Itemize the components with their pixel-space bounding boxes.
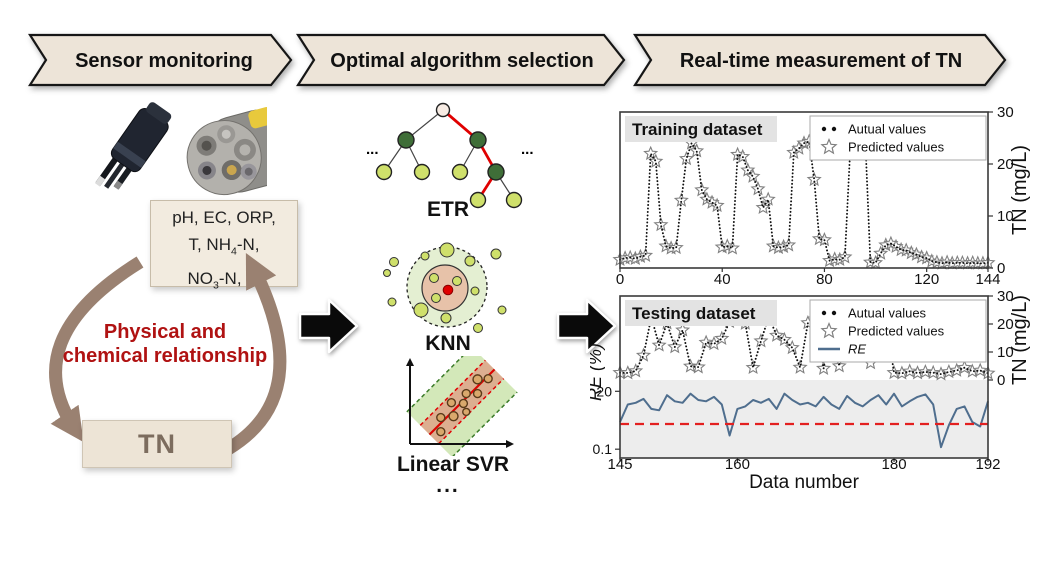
svg-text:0: 0	[616, 271, 624, 288]
multi-electrode-sensor-image	[186, 106, 267, 196]
svg-text:0.1: 0.1	[593, 441, 613, 457]
chevron-realtime-measurement: Real-time measurement of TN	[633, 33, 1007, 87]
svg-text:TN (mg/L): TN (mg/L)	[1009, 295, 1031, 385]
chevron-algorithm-selection: Optimal algorithm selection	[296, 33, 626, 87]
etr-label: ETR	[427, 198, 469, 221]
svg-text:RE (%): RE (%)	[590, 343, 605, 401]
linear-svr-icon	[406, 356, 518, 456]
svg-text:192: 192	[975, 456, 1000, 473]
svg-text:120: 120	[914, 271, 939, 288]
svg-text:20: 20	[596, 383, 612, 399]
svg-text:Training dataset: Training dataset	[632, 120, 763, 139]
svg-text:160: 160	[725, 456, 750, 473]
cycle-arrows	[49, 252, 287, 455]
svg-text:30: 30	[997, 104, 1014, 121]
cycle-arrow-right	[224, 252, 287, 455]
svg-text:Autual values: Autual values	[848, 122, 927, 137]
svg-text:10: 10	[997, 344, 1014, 361]
params-line-1: pH, EC, ORP,	[172, 208, 276, 227]
knn-label: KNN	[425, 332, 471, 355]
header-label: Optimal algorithm selection	[330, 50, 593, 72]
relationship-line-1: Physical and	[103, 321, 227, 343]
etr-dots-right: ...	[521, 141, 534, 158]
etr-red-path	[442, 108, 498, 201]
header-label: Sensor monitoring	[75, 50, 253, 72]
svg-text:RE: RE	[848, 342, 866, 357]
linear-svr-label: Linear SVR	[396, 453, 510, 476]
svg-text:144: 144	[975, 271, 1000, 288]
svg-text:20: 20	[997, 156, 1014, 173]
svg-text:0: 0	[997, 372, 1005, 389]
svg-text:80: 80	[816, 271, 833, 288]
flow-arrow-2-icon	[557, 298, 617, 354]
etr-dots-left: ...	[366, 141, 379, 158]
svg-text:Data number: Data number	[749, 472, 860, 493]
svg-text:Predicted values: Predicted values	[848, 324, 945, 339]
svg-text:40: 40	[714, 271, 731, 288]
chevron-shape	[633, 33, 1007, 87]
tn-label: TN	[138, 428, 176, 459]
params-line-2: T, NH4-N,	[188, 235, 260, 258]
knn-query-point	[442, 284, 454, 296]
measured-parameters-box: pH, EC, ORP, T, NH4-N, NO3-N, ...	[150, 200, 298, 292]
flow-arrow-1-icon	[299, 298, 359, 354]
probe-sensor-image	[94, 102, 172, 190]
relationship-text: Physical and chemical relationship	[18, 320, 312, 368]
svg-text:Autual values: Autual values	[848, 306, 927, 321]
chevron-shape	[28, 33, 293, 87]
chevron-sensor-monitoring: Sensor monitoring	[28, 33, 293, 87]
svg-text:10: 10	[997, 208, 1014, 225]
relationship-line-2: chemical relationship	[62, 345, 268, 367]
etr-tree-icon: ... ...	[366, 102, 534, 209]
cycle-arrow-left	[49, 256, 144, 443]
sensor-photos	[94, 102, 267, 196]
svg-text:20: 20	[997, 316, 1014, 333]
svg-text:0: 0	[997, 260, 1005, 277]
tn-box: TN	[82, 420, 232, 468]
svg-text:145: 145	[607, 456, 632, 473]
header-label: Real-time measurement of TN	[680, 50, 962, 72]
svg-text:TN (mg/L): TN (mg/L)	[1009, 145, 1031, 235]
svg-text:30: 30	[997, 288, 1014, 305]
knn-icon	[383, 242, 507, 333]
svg-text:Predicted values: Predicted values	[848, 140, 945, 155]
chevron-shape	[296, 33, 626, 87]
algorithms-ellipsis: ...	[436, 474, 460, 497]
svg-text:180: 180	[882, 456, 907, 473]
svg-text:Testing dataset: Testing dataset	[632, 304, 756, 323]
